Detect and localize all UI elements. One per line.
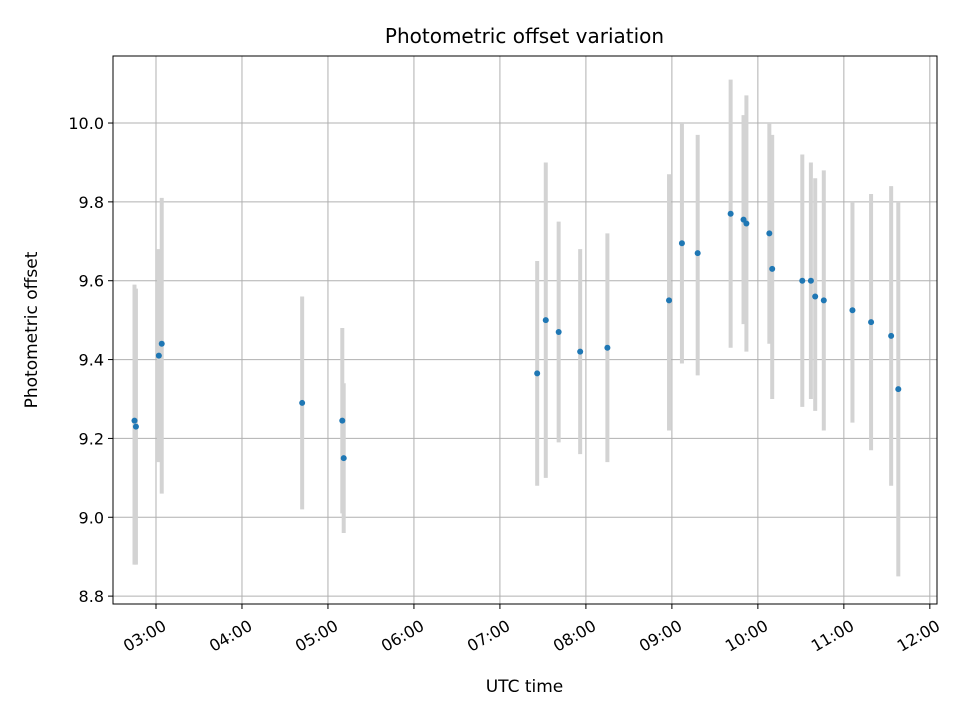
data-point — [299, 399, 306, 406]
x-tick-label: 03:00 — [120, 616, 169, 656]
data-point — [555, 328, 562, 335]
data-point — [132, 423, 139, 430]
data-point — [131, 417, 138, 424]
y-tick-label: 10.0 — [68, 114, 104, 133]
y-tick-label: 9.8 — [79, 193, 104, 212]
x-tick-label: 08:00 — [550, 616, 599, 656]
point-layer — [131, 210, 902, 462]
data-point — [895, 386, 902, 393]
data-point — [339, 417, 346, 424]
data-point — [577, 348, 584, 355]
x-tick-label: 04:00 — [206, 616, 255, 656]
x-tick-label: 06:00 — [378, 616, 427, 656]
y-tick-label: 9.2 — [79, 429, 104, 448]
data-point — [155, 352, 162, 359]
data-point — [888, 332, 895, 339]
plot-frame — [112, 55, 938, 605]
x-tick-label: 10:00 — [722, 616, 771, 656]
grid-layer — [113, 56, 937, 604]
data-point — [868, 319, 875, 326]
y-tick-label: 9.0 — [79, 508, 104, 527]
y-tick-label: 8.8 — [79, 587, 104, 606]
data-point — [694, 250, 701, 257]
data-point — [743, 220, 750, 227]
x-tick-label: 11:00 — [808, 616, 857, 656]
y-axis-label: Photometric offset — [22, 251, 42, 408]
x-tick-label: 05:00 — [292, 616, 341, 656]
x-tick-label: 07:00 — [464, 616, 513, 656]
data-point — [849, 307, 856, 314]
data-point — [799, 277, 806, 284]
x-axis-label: UTC time — [486, 677, 564, 697]
y-tick-label: 9.6 — [79, 272, 104, 291]
y-tick-label: 9.4 — [79, 351, 104, 370]
data-point — [158, 340, 165, 347]
data-point — [812, 293, 819, 300]
errorbar-layer — [132, 79, 901, 577]
data-point — [807, 277, 814, 284]
data-point — [727, 210, 734, 217]
chart-title: Photometric offset variation — [385, 24, 664, 48]
data-point — [542, 317, 549, 324]
x-tick-label: 09:00 — [636, 616, 685, 656]
data-point — [604, 344, 611, 351]
data-point — [678, 240, 685, 247]
x-tick-label: 12:00 — [894, 616, 943, 656]
data-point — [340, 455, 347, 462]
data-point — [666, 297, 673, 304]
data-point — [769, 265, 776, 272]
data-point — [766, 230, 773, 237]
data-point — [534, 370, 541, 377]
data-point — [820, 297, 827, 304]
